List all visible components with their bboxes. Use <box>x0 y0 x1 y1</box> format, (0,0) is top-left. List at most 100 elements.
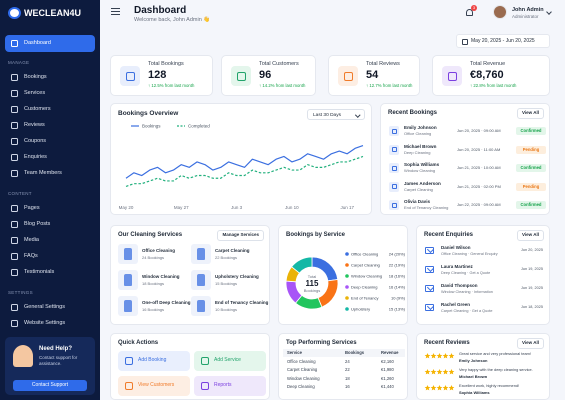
nav-label: Testimonials <box>24 269 55 275</box>
nav-icon <box>11 220 18 228</box>
enquiry-subject: Carpet Cleaning · Get a Quote <box>441 309 493 313</box>
rating-stars <box>424 385 455 391</box>
nav-label: Enquiries <box>24 154 47 160</box>
nav-item[interactable]: Media <box>5 232 95 248</box>
nav-item[interactable]: Reviews <box>5 117 95 133</box>
nav-item[interactable]: General Settings <box>5 299 95 315</box>
star <box>424 353 431 359</box>
bookings-overview-card: Bookings Overview Last 30 Days Bookings Com… <box>110 103 372 215</box>
service-glyph <box>197 248 205 260</box>
quick-action-button[interactable]: View Customers <box>118 376 190 396</box>
quick-action-button[interactable]: Add Service <box>194 351 266 371</box>
menu-button[interactable] <box>111 8 120 16</box>
period-select[interactable]: Last 30 Days <box>307 109 365 120</box>
nav-item[interactable]: Pages <box>5 200 95 216</box>
enquiry-icon <box>425 264 434 273</box>
stat-card: Total Reviews 54 ↑ 12.7% from last month <box>328 55 420 96</box>
manage-services-button[interactable]: Manage Services <box>217 230 264 241</box>
stat-icon-glyph <box>343 71 353 81</box>
card-title: Recent Reviews <box>424 340 470 346</box>
nav-item[interactable]: FAQs <box>5 248 95 264</box>
service-icon <box>191 270 211 290</box>
recent-reviews-card: Recent Reviews View All Great service and … <box>416 333 550 400</box>
stat-change: ↑ 22.8% from last month <box>470 83 517 88</box>
table-cell: 22 <box>345 367 350 372</box>
enquiry-icon <box>425 283 434 292</box>
table-cell: Carpet Cleaning <box>287 367 318 372</box>
review-author: Michael Brown <box>459 374 488 379</box>
view-all-button[interactable]: View All <box>516 108 544 119</box>
nav-item[interactable]: Team Members <box>5 165 95 181</box>
star-rating <box>424 385 455 391</box>
star-rating <box>424 353 455 359</box>
nav-item[interactable]: Services <box>5 85 95 101</box>
help-button[interactable]: Contact Support <box>13 380 87 391</box>
nav-icon <box>11 204 18 212</box>
booking-row: Michael Brown Deep Cleaning Jun 20, 2025 ·… <box>381 142 551 160</box>
legend-value: 16 (14%) <box>389 285 406 290</box>
rating-stars <box>424 353 455 359</box>
quick-action-button[interactable]: Add Booking <box>118 351 190 371</box>
booking-icon <box>389 181 399 192</box>
stat-value: €8,760 <box>470 69 504 81</box>
stat-card: Total Bookings 128 ↑ 12.5% from last month <box>110 55 213 96</box>
legend-value: 24 (20%) <box>389 252 406 257</box>
nav-label: Pages <box>24 205 40 211</box>
donut-segment <box>317 279 339 308</box>
page-title: Dashboard <box>134 5 187 16</box>
booking-row: James Anderson Carpet Cleaning Jun 21, 202… <box>381 179 551 197</box>
table-header-row <box>283 349 405 357</box>
series-line <box>125 145 364 179</box>
star-rating <box>424 369 455 375</box>
nav-item[interactable]: Blog Posts <box>5 216 95 232</box>
table-cell: Window Cleaning <box>287 375 320 381</box>
nav-item[interactable]: Website Settings <box>5 315 95 331</box>
nav-item[interactable]: Enquiries <box>5 149 95 165</box>
view-all-button[interactable]: View All <box>516 230 544 241</box>
stat-title: Total Bookings <box>148 61 184 67</box>
service-name: Window Cleaning <box>142 274 180 279</box>
enquiry-icon <box>425 245 434 254</box>
legend-value: 22 (19%) <box>389 263 406 268</box>
quick-action-button[interactable]: Reports <box>194 376 266 396</box>
sidebar: WECLEAN4U Dashboard MANAGE Bookings Services… <box>0 0 100 400</box>
notification-bell[interactable]: 3 <box>465 5 477 18</box>
card-title: Top Performing Services <box>286 340 357 346</box>
table-cell: Deep Cleaning <box>287 384 315 389</box>
status-badge: Pending <box>516 182 546 191</box>
status-badge: Confirmed <box>516 164 546 172</box>
chart-title: Bookings Overview <box>118 110 179 117</box>
service-bookings: 10 Bookings <box>215 307 238 312</box>
service-name: Office Cleaning <box>142 248 176 253</box>
donut-chart: Office Cleaning 24 (20%) Carpet Cleaning 22… <box>285 252 406 312</box>
star <box>442 353 449 359</box>
table-cell: €1,980 <box>381 367 394 372</box>
nav-item[interactable]: Customers <box>5 101 95 117</box>
nav-item[interactable]: Coupons <box>5 133 95 149</box>
nav-item[interactable]: Bookings <box>5 69 95 85</box>
service-name: One-off Deep Cleaning <box>142 300 191 305</box>
view-all-button[interactable]: View All <box>516 338 544 349</box>
booking-row: Olivia Davis End of Tenancy Cleaning Jun 2… <box>381 197 551 215</box>
legend-label: End of Tenancy <box>351 296 379 301</box>
menu-line <box>111 11 120 13</box>
chart-title: Bookings by Service <box>286 232 346 238</box>
booking-row: Emily Johnson Office Cleaning Jun 20, 2025… <box>381 123 551 141</box>
date-range-picker[interactable]: May 20, 2025 - Jun 20, 2025 <box>456 34 550 48</box>
nav-item-active[interactable]: Dashboard <box>5 35 95 52</box>
envelope-flap <box>426 245 434 253</box>
service-bookings: 18 Bookings <box>142 281 165 286</box>
nav-label: Media <box>24 237 39 243</box>
help-avatar <box>13 345 33 367</box>
donut-center-sublabel: Bookings <box>304 288 320 293</box>
service-icon <box>191 244 211 264</box>
calendar-icon <box>462 38 468 45</box>
stat-icon <box>120 66 140 86</box>
nav-label: Team Members <box>24 170 62 176</box>
x-tick-label: May 20 <box>119 205 134 210</box>
user-avatar[interactable] <box>493 5 507 19</box>
status-badge: Confirmed <box>516 127 546 135</box>
nav-item[interactable]: Testimonials <box>5 264 95 280</box>
nav-icon <box>11 89 18 97</box>
donut-center-label: Total <box>308 274 317 279</box>
